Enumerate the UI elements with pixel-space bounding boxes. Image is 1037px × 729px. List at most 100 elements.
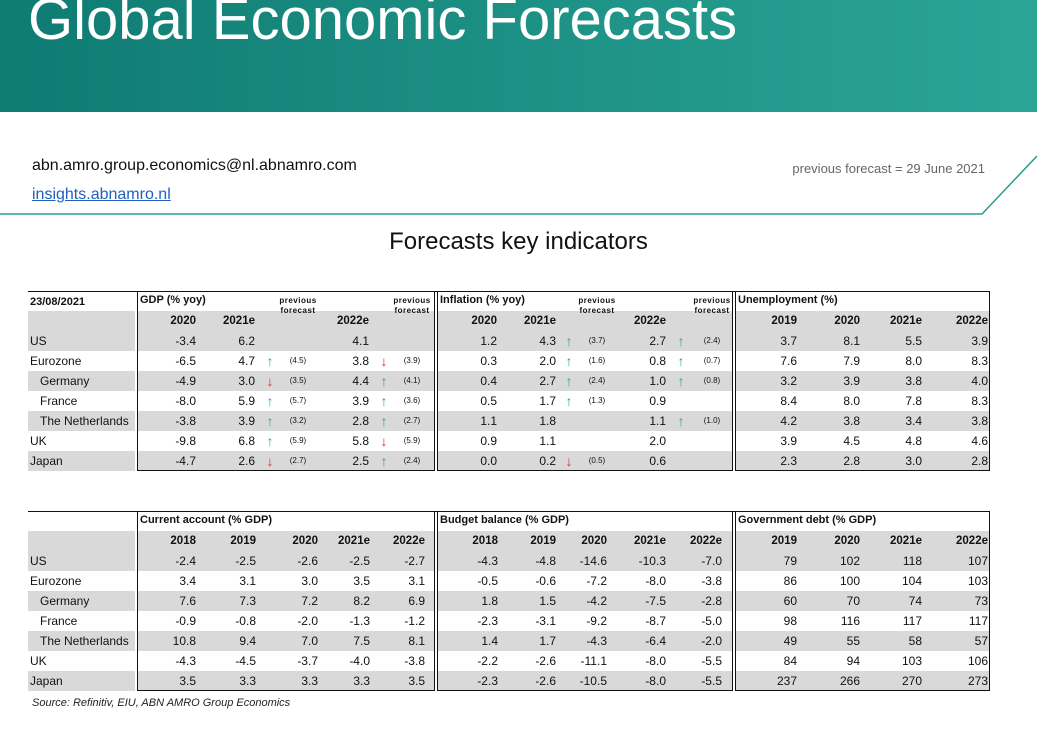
cell-value: 2.7 — [649, 334, 666, 348]
row-shade — [438, 451, 732, 471]
row-label: UK — [30, 654, 47, 668]
cell-value: 3.7 — [780, 334, 797, 348]
row-shade — [438, 551, 732, 571]
cell-value: 0.8 — [649, 354, 666, 368]
cell-value: 0.9 — [480, 434, 497, 448]
cell-value: 2.0 — [539, 354, 556, 368]
row-shade — [736, 371, 989, 391]
cell-value: 3.8 — [971, 414, 988, 428]
group-title: Government debt (% GDP) — [738, 514, 877, 526]
row-shade — [138, 311, 434, 331]
group-box — [137, 291, 435, 471]
column-header: 2022e — [337, 315, 369, 327]
cell-value: -5.5 — [701, 654, 722, 668]
column-header: previous forecast — [279, 296, 317, 315]
cell-value: -2.5 — [349, 554, 370, 568]
cell-value: 9.4 — [239, 634, 256, 648]
cell-value: 86 — [783, 574, 797, 588]
cell-value: 1.2 — [480, 334, 497, 348]
cell-value: 117 — [902, 614, 922, 628]
header-band — [0, 0, 1037, 112]
cell-value: 3.9 — [238, 414, 255, 428]
cell-value: 0.2 — [539, 454, 556, 468]
row-shade — [438, 531, 732, 551]
cell-value: 84 — [783, 654, 797, 668]
row-label: Eurozone — [30, 354, 82, 368]
cell-value: -6.5 — [175, 354, 196, 368]
cell-value: 3.9 — [971, 334, 988, 348]
cell-value: -1.2 — [404, 614, 425, 628]
cell-value: 3.0 — [905, 454, 922, 468]
cell-value: 4.2 — [780, 414, 797, 428]
cell-value: 104 — [901, 574, 922, 588]
column-header: 2022e — [956, 315, 988, 327]
revision-arrow: ↓ — [380, 353, 388, 369]
revision-arrow: ↓ — [565, 453, 573, 469]
cell-value: 7.3 — [239, 594, 256, 608]
revision-arrow: ↓ — [266, 373, 274, 389]
revision-arrow: ↑ — [677, 373, 685, 389]
cell-value: 1.7 — [539, 634, 556, 648]
column-header: previous forecast — [578, 296, 616, 315]
revision-arrow: ↓ — [266, 453, 274, 469]
cell-value: 1.7 — [539, 394, 556, 408]
row-shade — [736, 551, 989, 571]
cell-value: 7.0 — [301, 634, 318, 648]
cell-value: 74 — [908, 594, 922, 608]
cell-value: 4.7 — [238, 354, 255, 368]
cell-value: 2.8 — [352, 414, 369, 428]
cell-value: 1.8 — [539, 414, 556, 428]
cell-value: 1.4 — [481, 634, 498, 648]
date: 23/08/2021 — [30, 296, 86, 308]
row-label: Japan — [30, 454, 63, 468]
row-shade — [438, 371, 732, 391]
section-title: Forecasts key indicators — [389, 228, 648, 255]
cell-value: -3.8 — [175, 414, 196, 428]
column-header: 2020 — [581, 535, 607, 547]
previous-forecast: (3.7) — [588, 336, 606, 345]
row-shade — [28, 451, 135, 471]
cell-value: 8.3 — [971, 354, 988, 368]
cell-value: 60 — [783, 594, 797, 608]
cell-value: -4.5 — [235, 654, 256, 668]
row-label: Germany — [40, 374, 90, 388]
cell-value: 0.0 — [480, 454, 497, 468]
cell-value: 273 — [967, 674, 988, 688]
row-shade — [138, 331, 434, 351]
cell-value: -3.7 — [297, 654, 318, 668]
previous-forecast: (2.4) — [403, 456, 421, 465]
row-shade — [28, 531, 135, 551]
cell-value: 3.8 — [352, 354, 369, 368]
cell-value: 5.5 — [905, 334, 922, 348]
row-label: Eurozone — [30, 574, 82, 588]
cell-value: -5.0 — [701, 614, 722, 628]
email: abn.amro.group.economics@nl.abnamro.com — [32, 157, 357, 174]
cell-value: 4.5 — [843, 434, 860, 448]
website-link[interactable]: insights.abnamro.nl — [32, 186, 171, 203]
row-shade — [28, 311, 135, 331]
row-shade — [138, 551, 434, 571]
cell-value: 3.4 — [179, 574, 196, 588]
cell-value: -4.3 — [477, 554, 498, 568]
row-shade — [438, 591, 732, 611]
cell-value: 5.9 — [238, 394, 255, 408]
cell-value: 6.8 — [238, 434, 255, 448]
cell-value: -7.2 — [586, 574, 607, 588]
cell-value: 3.9 — [352, 394, 369, 408]
cell-value: 1.1 — [539, 434, 556, 448]
row-shade — [736, 311, 989, 331]
cell-value: -10.5 — [579, 674, 607, 688]
row-shade — [438, 331, 732, 351]
row-shade — [138, 631, 434, 651]
cell-value: 3.8 — [905, 374, 922, 388]
previous-forecast: (2.4) — [588, 376, 606, 385]
cell-value: -3.8 — [404, 654, 425, 668]
group-box — [735, 511, 990, 691]
cell-value: 106 — [967, 654, 988, 668]
previous-forecast: (3.5) — [289, 376, 307, 385]
column-header: 2020 — [170, 315, 196, 327]
group-title: Inflation (% yoy) — [440, 294, 525, 306]
cell-value: 237 — [776, 674, 797, 688]
cell-value: -2.0 — [297, 614, 318, 628]
cell-value: -2.6 — [297, 554, 318, 568]
